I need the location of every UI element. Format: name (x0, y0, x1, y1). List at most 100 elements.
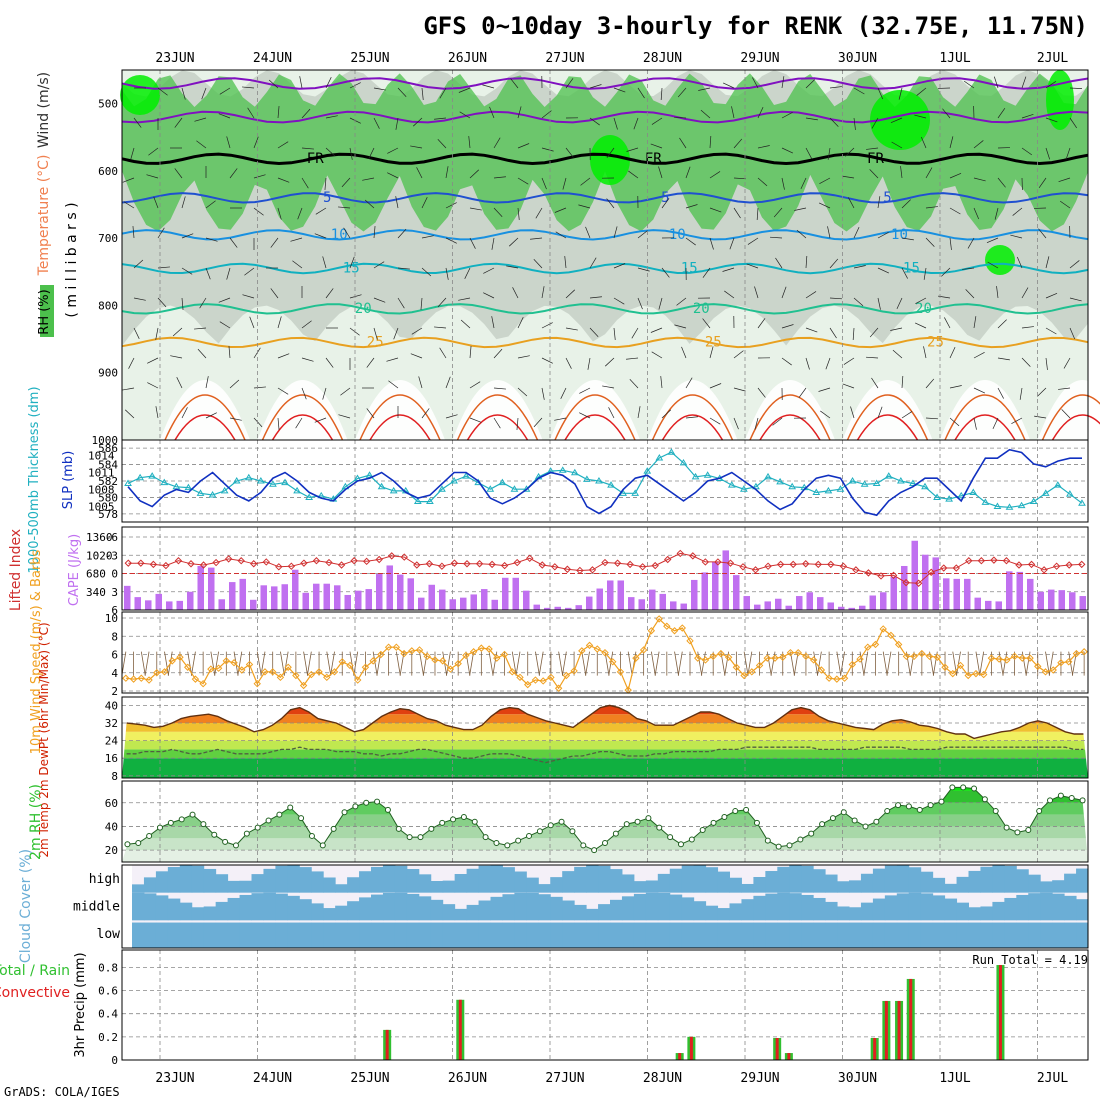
wind-speed-point (933, 653, 942, 661)
wind-barb (418, 376, 423, 389)
cloud-cell (227, 922, 241, 948)
warm-dome-fill (257, 380, 348, 440)
thickness-point (788, 482, 797, 490)
wind-barb (843, 357, 855, 365)
wind-speed-point (779, 653, 787, 661)
wind-barb (877, 232, 889, 239)
temp-bands (122, 705, 1088, 778)
wind-barb (247, 107, 255, 119)
rh2m-label: 2m RH (%) (28, 784, 44, 860)
wind-speed-point (338, 658, 346, 666)
rh-point (298, 815, 305, 822)
rh-point (873, 818, 880, 825)
cape-ytick: 1020 (86, 549, 113, 562)
wind-barb (533, 258, 543, 269)
wind-barb (829, 258, 839, 269)
lifted-index-point (375, 555, 383, 564)
cloud-cell (633, 881, 647, 893)
thickness-point (1066, 490, 1074, 497)
lifted-index-point (450, 559, 459, 567)
isotherm-label: 10 (669, 227, 686, 243)
temp-ytick: 8 (111, 770, 118, 783)
wind-speed-point (864, 643, 872, 651)
wind-barb (781, 76, 785, 89)
cloud-cell (442, 880, 456, 893)
wind-barb (517, 355, 530, 359)
wind-speed-point (562, 671, 571, 680)
wind-barb (986, 237, 999, 244)
wind-ytick: 2 (111, 685, 118, 698)
thickness-point (884, 472, 893, 479)
wind-barb (469, 237, 476, 249)
cape-bar (995, 601, 1003, 610)
wind-barb (395, 117, 399, 130)
cloud-cell (753, 876, 766, 893)
rh-point (905, 803, 912, 810)
cloud-cell (621, 874, 635, 893)
wind-barb (613, 297, 625, 305)
slp-line (127, 448, 1082, 517)
wind-barb (853, 265, 866, 269)
cape-bar (942, 578, 950, 610)
wind-speed-point (137, 674, 146, 682)
isotherm-fr (121, 152, 1089, 166)
wind-barb (637, 230, 648, 239)
wind-barb (325, 288, 334, 299)
cloud-cell (944, 922, 958, 948)
wind-barb (397, 297, 405, 309)
isotherm-35 (564, 414, 626, 441)
wind-barb (733, 207, 741, 219)
rh-point (471, 818, 478, 825)
wind-barb (421, 408, 430, 419)
wind-speed-point (222, 657, 231, 665)
cape-bar (806, 592, 814, 610)
wind-barb (541, 110, 552, 119)
rh-point (287, 804, 294, 811)
wind-barb (973, 387, 986, 394)
isotherm-30 (164, 394, 246, 441)
rh-point (797, 836, 804, 843)
wind-barb (437, 297, 447, 308)
cape-bar (575, 605, 583, 610)
wind-barb (613, 117, 618, 130)
wind-barb (709, 346, 714, 359)
rh-point (526, 832, 533, 839)
wind-barb (700, 109, 711, 119)
rh-point (580, 842, 587, 849)
wind-barb (277, 387, 289, 395)
thickness-point (896, 477, 905, 484)
cape-bar (1068, 592, 1076, 610)
lifted-index-point (526, 554, 534, 562)
wind-barb (587, 357, 591, 370)
thickness-point (643, 467, 652, 474)
rh-point (721, 813, 728, 820)
wind-barb (992, 417, 999, 430)
cloud-cell (932, 895, 946, 921)
cloud-cell (275, 865, 288, 893)
wind-barb (993, 76, 999, 89)
cloud-cell (335, 922, 348, 948)
cloud-cell (562, 871, 575, 893)
rh-point (569, 828, 576, 835)
cloud-cell (610, 922, 623, 948)
rh-high-patch (590, 135, 630, 185)
isotherm-label: 25 (367, 334, 384, 350)
lifted-index-point (990, 556, 998, 564)
thickness-ytick: 580 (98, 491, 118, 504)
date-label-top: 29JUN (740, 51, 779, 66)
wind-speed-point (848, 660, 857, 669)
cape-bar (911, 540, 919, 610)
wind-barb (589, 117, 600, 126)
cloud-cell (454, 873, 468, 893)
cloud-cell (837, 881, 850, 893)
lifted-index-point (902, 578, 910, 587)
cape-bar (144, 600, 152, 610)
wind-barb (340, 387, 351, 396)
wind-barb (709, 207, 722, 213)
cloud-cell (347, 901, 360, 921)
wind-speed-point (995, 655, 1003, 663)
wind-barb (798, 387, 807, 398)
cloud-cell (299, 922, 312, 948)
wind-barb (658, 297, 663, 310)
rh-point (851, 817, 858, 824)
